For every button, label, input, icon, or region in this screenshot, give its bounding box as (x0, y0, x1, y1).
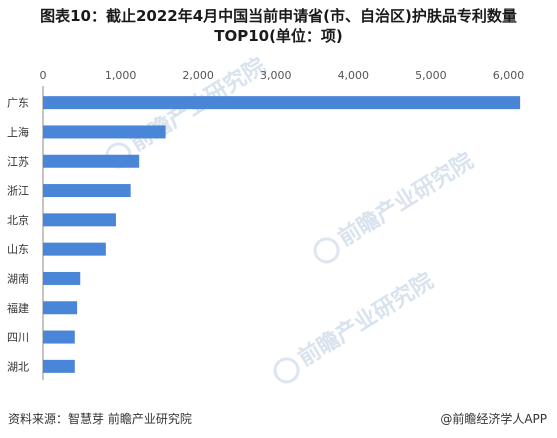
chart-title-line2: TOP10(单位：项) (214, 27, 343, 45)
bar-1 (43, 125, 166, 139)
x-tick-label: 5,000 (415, 69, 447, 82)
y-category-label: 湖南 (7, 272, 29, 285)
y-category-label: 福建 (7, 301, 29, 315)
y-category-label: 上海 (7, 125, 29, 139)
y-category-label: 江苏 (7, 155, 29, 168)
bar-7 (43, 301, 78, 315)
bar-2 (43, 154, 140, 168)
x-tick-label: 4,000 (338, 69, 370, 82)
bar-8 (43, 330, 75, 344)
x-tick-label: 6,000 (493, 69, 525, 82)
y-category-label: 广东 (7, 97, 29, 110)
x-tick-label: 2,000 (182, 69, 214, 82)
chart-title-line1: 图表10：截止2022年4月中国当前申请省(市、自治区)护肤品专利数量 (40, 7, 517, 25)
bar-9 (43, 359, 75, 373)
bar-series (43, 96, 521, 373)
y-category-label: 山东 (7, 243, 29, 256)
bar-5 (43, 242, 106, 256)
bar-0 (43, 96, 521, 110)
y-category-label: 浙江 (7, 185, 29, 198)
y-category-label: 北京 (7, 213, 29, 227)
bar-6 (43, 271, 81, 285)
x-tick-label: 3,000 (260, 69, 292, 82)
x-tick-label: 0 (40, 69, 47, 82)
y-category-label: 湖北 (7, 360, 29, 373)
brand-credit: @前瞻经济学人APP (440, 412, 547, 426)
y-category-label: 四川 (7, 331, 29, 344)
source-note: 资料来源：智慧芽 前瞻产业研究院 (8, 412, 192, 426)
bar-4 (43, 213, 116, 227)
chart-title: 图表10：截止2022年4月中国当前申请省(市、自治区)护肤品专利数量 TOP1… (0, 6, 557, 46)
bar-3 (43, 184, 131, 198)
x-tick-label: 1,000 (105, 69, 137, 82)
